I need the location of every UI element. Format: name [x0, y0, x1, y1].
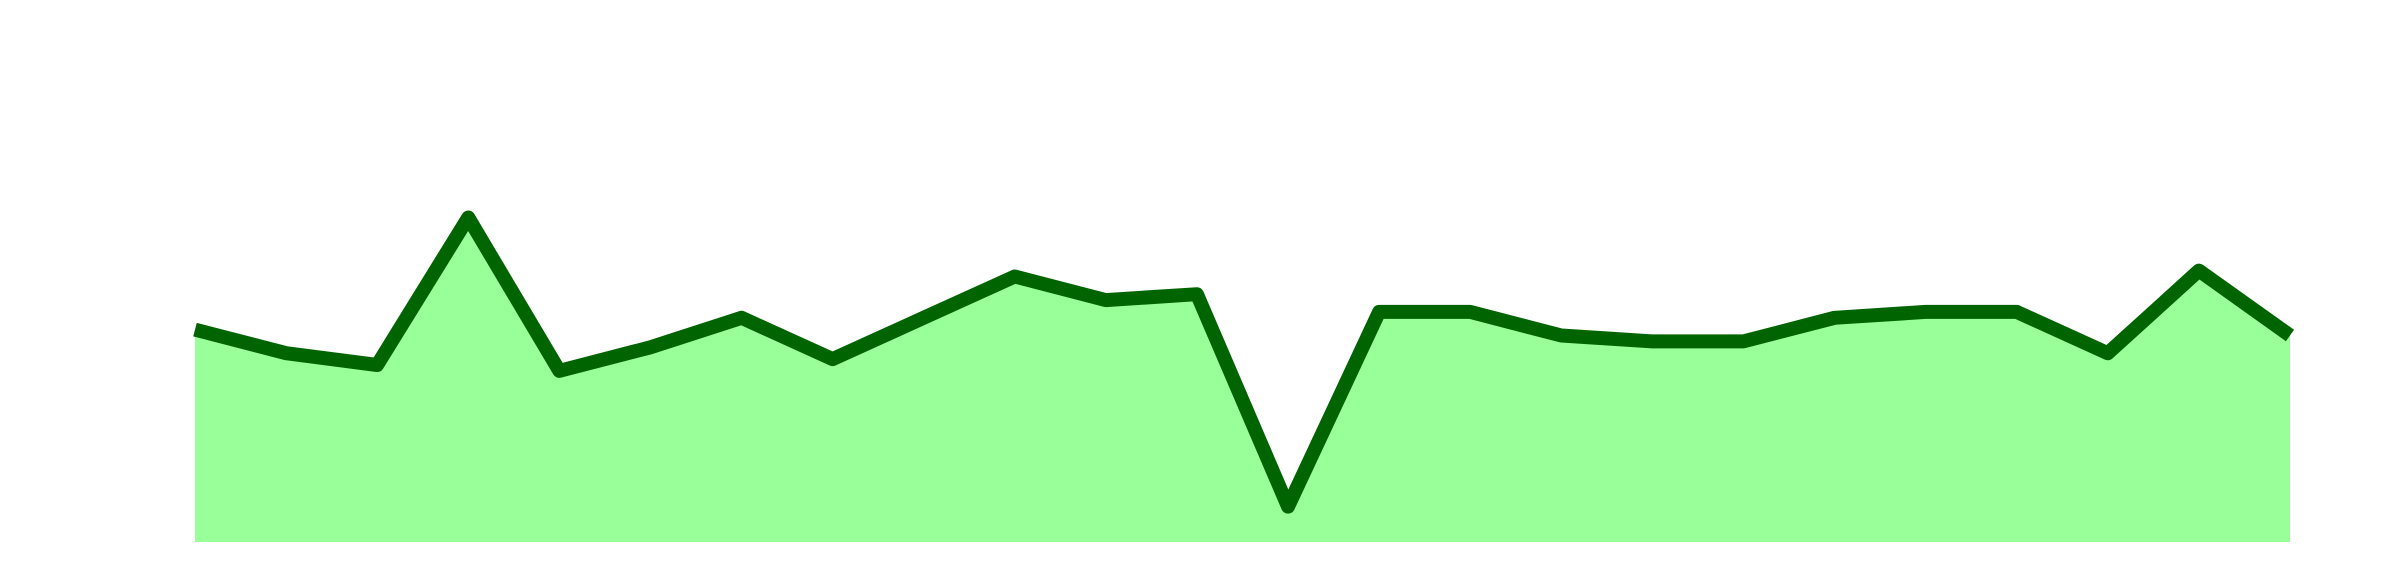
area-fill — [195, 217, 2290, 542]
area-layer — [195, 217, 2290, 542]
data-point — [465, 215, 471, 221]
data-point — [1467, 309, 1473, 315]
data-point — [830, 356, 836, 362]
data-point — [1740, 338, 1746, 344]
data-point — [1923, 309, 1929, 315]
data-point — [1194, 291, 1200, 297]
data-point — [1012, 274, 1018, 280]
data-point — [2105, 350, 2111, 356]
line-layer — [193, 210, 2295, 514]
data-point — [1285, 504, 1291, 510]
data-point — [556, 368, 562, 374]
data-point — [1103, 297, 1109, 303]
data-point — [921, 315, 927, 321]
data-point — [1649, 338, 1655, 344]
data-point — [1832, 315, 1838, 321]
series-line — [193, 210, 2295, 514]
data-point — [2287, 333, 2293, 339]
data-point — [647, 344, 653, 350]
data-point — [192, 327, 198, 333]
data-point — [2196, 268, 2202, 274]
data-point — [283, 350, 289, 356]
data-point — [2014, 309, 2020, 315]
data-point — [1376, 309, 1382, 315]
data-point — [1558, 333, 1564, 339]
data-point — [739, 315, 745, 321]
data-point — [374, 362, 380, 368]
